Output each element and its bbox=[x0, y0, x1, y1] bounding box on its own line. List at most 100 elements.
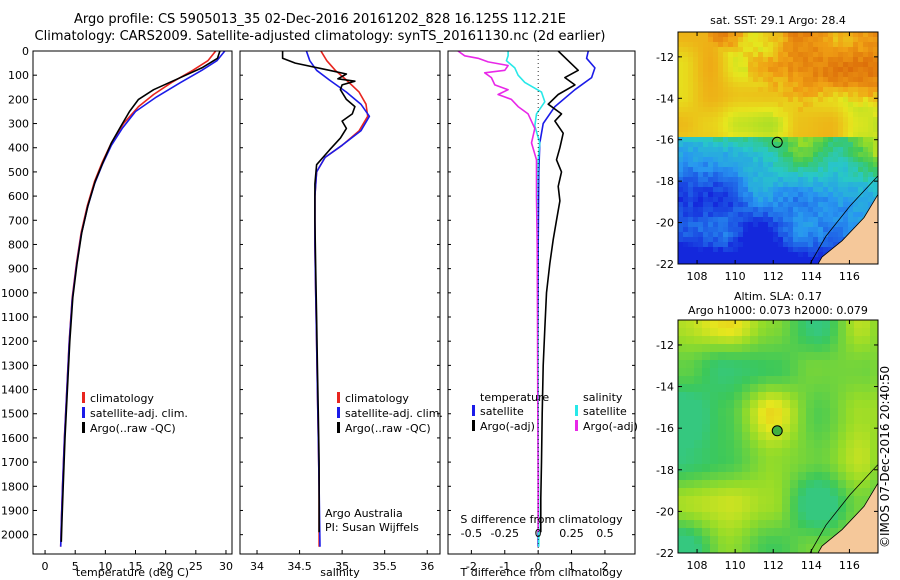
map-cell bbox=[703, 182, 708, 187]
map-cell bbox=[814, 480, 822, 488]
map-cell bbox=[773, 137, 778, 142]
map-cell bbox=[838, 102, 843, 107]
map-cell bbox=[858, 182, 863, 187]
map-cell bbox=[818, 77, 823, 82]
map-cell bbox=[698, 152, 703, 157]
map-cell bbox=[733, 127, 738, 132]
map-cell bbox=[858, 97, 863, 102]
map-cell bbox=[758, 102, 763, 107]
map-cell bbox=[803, 107, 808, 112]
map-cell bbox=[833, 62, 838, 67]
map-cell bbox=[808, 32, 813, 37]
map-cell bbox=[838, 222, 843, 227]
map-cell bbox=[833, 157, 838, 162]
map-cell bbox=[863, 92, 868, 97]
map-cell bbox=[710, 504, 718, 512]
map-cell bbox=[798, 197, 803, 202]
map-cell bbox=[758, 262, 763, 264]
map-cell bbox=[838, 107, 843, 112]
map-cell bbox=[838, 122, 843, 127]
map-cell bbox=[710, 432, 718, 440]
map-cell bbox=[753, 147, 758, 152]
map-cell bbox=[738, 82, 743, 87]
ytick-label-300: 300 bbox=[8, 118, 29, 131]
map-cell bbox=[678, 207, 683, 212]
map-cell bbox=[803, 192, 808, 197]
map-cell bbox=[798, 122, 803, 127]
map-cell bbox=[753, 152, 758, 157]
map-cell bbox=[798, 77, 803, 82]
map-cell bbox=[778, 262, 783, 264]
map-cell bbox=[773, 132, 778, 137]
ytick-label-400: 400 bbox=[8, 142, 29, 155]
map-cell bbox=[782, 512, 790, 520]
map-cell bbox=[818, 237, 823, 242]
map-cell bbox=[814, 488, 822, 496]
legend-label-difference-0: satellite bbox=[480, 405, 524, 418]
map-cell bbox=[718, 232, 723, 237]
map-cell bbox=[758, 97, 763, 102]
map-cell bbox=[726, 480, 734, 488]
map-cell bbox=[788, 197, 793, 202]
map-cell bbox=[698, 252, 703, 257]
map-cell bbox=[803, 62, 808, 67]
map-cell bbox=[702, 440, 710, 448]
map-cell bbox=[678, 147, 683, 152]
map-cell bbox=[738, 232, 743, 237]
map-cell bbox=[863, 192, 868, 197]
map-cell bbox=[703, 82, 708, 87]
map-cell bbox=[703, 32, 708, 37]
map-cell bbox=[858, 142, 863, 147]
map-cell bbox=[693, 207, 698, 212]
map-cell bbox=[726, 432, 734, 440]
map-cell bbox=[838, 177, 843, 182]
map-cell bbox=[743, 57, 748, 62]
map-cell bbox=[734, 368, 742, 376]
map-cell bbox=[758, 202, 763, 207]
map-cell bbox=[743, 187, 748, 192]
map-cell bbox=[868, 72, 873, 77]
map-cell bbox=[743, 137, 748, 142]
map-cell bbox=[768, 192, 773, 197]
map-cell bbox=[808, 102, 813, 107]
map-cell bbox=[868, 142, 873, 147]
map-cell bbox=[748, 172, 753, 177]
map-cell bbox=[793, 167, 798, 172]
map-cell bbox=[846, 488, 854, 496]
map-cell bbox=[748, 52, 753, 57]
map-cell bbox=[783, 117, 788, 122]
map-cell bbox=[733, 242, 738, 247]
map-cell bbox=[698, 127, 703, 132]
map-cell bbox=[862, 496, 870, 504]
map-cell bbox=[748, 97, 753, 102]
map-cell bbox=[728, 177, 733, 182]
map-cell bbox=[798, 456, 806, 464]
map-cell bbox=[734, 336, 742, 344]
map-cell bbox=[778, 152, 783, 157]
map-cell bbox=[823, 247, 828, 252]
map-cell bbox=[733, 137, 738, 142]
map-cell bbox=[828, 232, 833, 237]
map-cell bbox=[783, 252, 788, 257]
map-cell bbox=[753, 167, 758, 172]
map-cell bbox=[693, 122, 698, 127]
map-cell bbox=[843, 107, 848, 112]
map-cell bbox=[703, 52, 708, 57]
map-cell bbox=[763, 172, 768, 177]
map-cell bbox=[693, 167, 698, 172]
map-cell bbox=[713, 62, 718, 67]
map-cell bbox=[838, 192, 843, 197]
map-cell bbox=[788, 227, 793, 232]
map-cell bbox=[768, 162, 773, 167]
map-cell bbox=[694, 440, 702, 448]
map-cell bbox=[698, 137, 703, 142]
map-cell bbox=[708, 32, 713, 37]
map-cell bbox=[758, 192, 763, 197]
map-cell bbox=[838, 496, 846, 504]
map-cell bbox=[766, 384, 774, 392]
map-cell bbox=[798, 137, 803, 142]
map-cell bbox=[806, 408, 814, 416]
map-cell bbox=[793, 92, 798, 97]
map-cell bbox=[773, 167, 778, 172]
map-cell bbox=[853, 202, 858, 207]
